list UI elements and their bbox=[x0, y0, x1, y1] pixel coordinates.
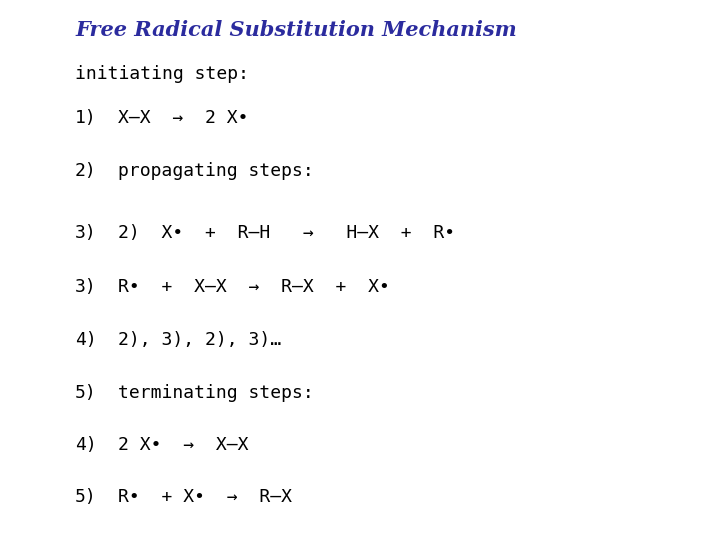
Text: 3): 3) bbox=[75, 278, 96, 296]
Text: terminating steps:: terminating steps: bbox=[118, 384, 314, 402]
Text: 1): 1) bbox=[75, 109, 96, 127]
Text: 4): 4) bbox=[75, 331, 96, 349]
Text: 2), 3), 2), 3)…: 2), 3), 2), 3)… bbox=[118, 331, 281, 349]
Text: R•  +  X—X  →  R—X  +  X•: R• + X—X → R—X + X• bbox=[118, 278, 390, 296]
Text: R•  + X•  →  R—X: R• + X• → R—X bbox=[118, 488, 292, 506]
Text: 2): 2) bbox=[75, 162, 96, 180]
Text: 4): 4) bbox=[75, 436, 96, 454]
Text: 2 X•  →  X—X: 2 X• → X—X bbox=[118, 436, 248, 454]
Text: X—X  →  2 X•: X—X → 2 X• bbox=[118, 109, 248, 127]
Text: 3): 3) bbox=[75, 224, 96, 242]
Text: propagating steps:: propagating steps: bbox=[118, 162, 314, 180]
Text: Free Radical Substitution Mechanism: Free Radical Substitution Mechanism bbox=[75, 20, 517, 40]
Text: 2)  X•  +  R—H   →   H—X  +  R•: 2) X• + R—H → H—X + R• bbox=[118, 224, 455, 242]
Text: initiating step:: initiating step: bbox=[75, 65, 249, 83]
Text: 5): 5) bbox=[75, 488, 96, 506]
Text: 5): 5) bbox=[75, 384, 96, 402]
